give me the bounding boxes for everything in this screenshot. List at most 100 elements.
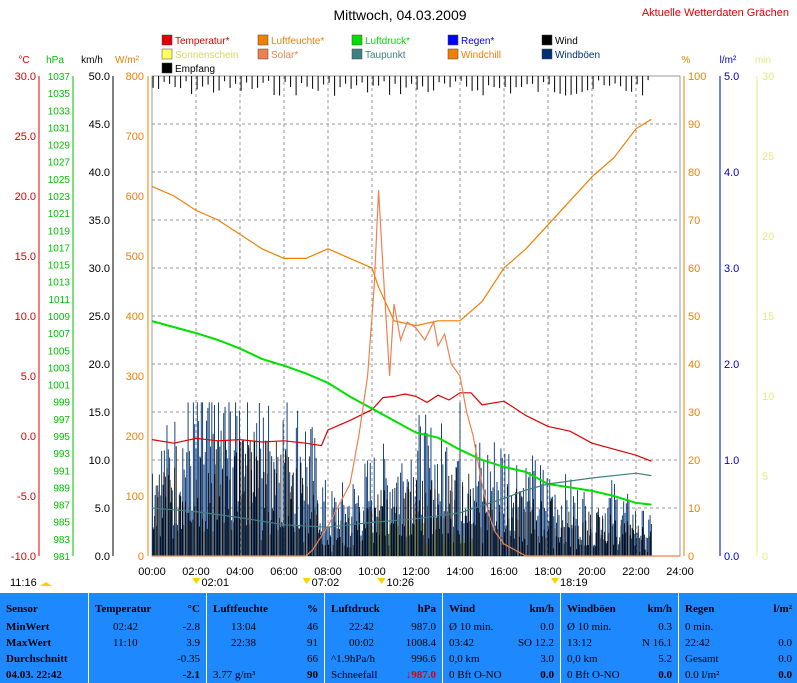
axis-tick-label-press: 1021 bbox=[48, 209, 71, 220]
axis-tick-label-wind: 20.0 bbox=[89, 359, 110, 371]
axis-tick-label-press: 987 bbox=[53, 501, 70, 512]
axis-tick-label-solar: 500 bbox=[126, 251, 144, 263]
stats-row: Gesamt 0.0 bbox=[685, 653, 792, 667]
axis-tick-label-press: 1007 bbox=[48, 329, 71, 340]
separator bbox=[442, 593, 443, 683]
sun-marker-icon bbox=[302, 578, 311, 584]
axis-tick-label-hum: 10 bbox=[688, 503, 700, 515]
legend-swatch bbox=[257, 48, 269, 60]
stats-column-header: Temperatur °C bbox=[95, 603, 200, 617]
axis-tick-label-hum: 60 bbox=[688, 263, 700, 275]
axis-tick-label-press: 999 bbox=[53, 398, 70, 409]
stats-cell-value: 3.9 bbox=[186, 637, 200, 649]
axis-tick-label-press: 1033 bbox=[48, 106, 71, 117]
axis-tick-label-wind: 0.0 bbox=[95, 551, 110, 563]
stats-row: 13:04 46 bbox=[213, 621, 318, 635]
sun-marker-icon bbox=[377, 578, 386, 584]
axis-tick-label-press: 1023 bbox=[48, 192, 71, 203]
separator bbox=[560, 593, 561, 683]
separator bbox=[324, 593, 325, 683]
legend-swatch bbox=[447, 34, 459, 46]
legend-label: Wind bbox=[555, 36, 578, 47]
legend-swatch bbox=[447, 48, 459, 60]
stats-cell-label: 22:42 bbox=[349, 621, 375, 633]
axis-tick-label-solar: 700 bbox=[126, 131, 144, 143]
series-line bbox=[151, 118, 652, 327]
stats-column-unit: km/h bbox=[529, 603, 554, 615]
legend-label: Taupunkt bbox=[365, 50, 406, 61]
stats-cell-value: 996.6 bbox=[411, 653, 436, 665]
axis-tick-label-temp: 0.0 bbox=[21, 431, 36, 443]
x-tick-label: 00:00 bbox=[138, 566, 166, 578]
legend-label: Temperatur* bbox=[175, 36, 230, 47]
axis-tick-label-wind: 45.0 bbox=[89, 119, 110, 131]
legend-swatch bbox=[161, 62, 173, 74]
stats-column-title: Windböen bbox=[567, 603, 616, 615]
x-tick-label: 10:00 bbox=[358, 566, 386, 578]
x-tick-label: 08:00 bbox=[314, 566, 342, 578]
legend-swatch bbox=[351, 34, 363, 46]
stats-cell-label: 03:42 bbox=[449, 637, 475, 649]
x-tick-label: 14:00 bbox=[446, 566, 474, 578]
stats-cell-label: Gesamt bbox=[685, 653, 719, 665]
data-series bbox=[151, 118, 680, 557]
x-tick-label: 24:00 bbox=[666, 566, 694, 578]
axis-tick-label-sun: 30 bbox=[762, 71, 774, 83]
station-link[interactable]: Aktuelle Wetterdaten Grächen bbox=[642, 7, 789, 19]
axis-tick-label-solar: 100 bbox=[126, 491, 144, 503]
axis-tick-label-solar: 200 bbox=[126, 431, 144, 443]
axis-title-sun: min bbox=[755, 55, 771, 66]
stats-cell-label: 0 min. bbox=[685, 621, 714, 633]
axis-tick-label-rain: 4.0 bbox=[724, 167, 739, 179]
axis-tick-label-sun: 20 bbox=[762, 231, 774, 243]
stats-row: ^1.9hPa/h 996.6 bbox=[331, 653, 436, 667]
axis-tick-label-temp: 5.0 bbox=[21, 371, 36, 383]
stats-row: Schneefall ↓987.0 bbox=[331, 669, 436, 683]
stats-cell-value: 90 bbox=[307, 669, 318, 681]
axis-tick-label-hum: 20 bbox=[688, 455, 700, 467]
stats-column-title: Temperatur bbox=[95, 603, 152, 615]
row-label-min: MinWert bbox=[6, 621, 50, 633]
axis-tick-label-press: 1017 bbox=[48, 243, 71, 254]
stats-cell-label: Schneefall bbox=[331, 669, 378, 681]
legend: Temperatur* Luftfeuchte* Luftdruck* Regen* W… bbox=[161, 34, 600, 75]
axis-tick-label-press: 1027 bbox=[48, 158, 71, 169]
stats-row: 0.0 l/m² 0.0 bbox=[685, 669, 792, 683]
axis-title-temp: °C bbox=[18, 55, 29, 66]
axis-tick-label-temp: -5.0 bbox=[17, 491, 36, 503]
legend-label: Windböen bbox=[555, 50, 600, 61]
axis-tick-label-wind: 50.0 bbox=[89, 71, 110, 83]
axis-tick-label-solar: 600 bbox=[126, 191, 144, 203]
axis-tick-label-wind: 30.0 bbox=[89, 263, 110, 275]
legend-swatch bbox=[541, 34, 553, 46]
axis-title-solar: W/m² bbox=[115, 55, 140, 66]
stats-column-title: Regen bbox=[685, 603, 715, 615]
axis-tick-label-temp: 30.0 bbox=[15, 71, 36, 83]
axis-tick-label-press: 1035 bbox=[48, 89, 71, 100]
series-line bbox=[151, 392, 652, 462]
stats-cell-value: SO 12.2 bbox=[517, 637, 554, 649]
axis-tick-label-press: 991 bbox=[53, 466, 70, 477]
stats-row: 02:42 -2.8 bbox=[95, 621, 200, 635]
stats-row: -2.1 bbox=[95, 669, 200, 683]
stats-cell-label: 00:02 bbox=[349, 637, 375, 649]
legend-swatch bbox=[351, 48, 363, 60]
stats-cell-value: 987.0 bbox=[411, 621, 436, 633]
stats-row: 03:42 SO 12.2 bbox=[449, 637, 554, 651]
axis-tick-label-wind: 15.0 bbox=[89, 407, 110, 419]
stats-row: 11:10 3.9 bbox=[95, 637, 200, 651]
grid bbox=[152, 76, 680, 556]
stats-cell-value: N 16.1 bbox=[642, 637, 672, 649]
axis-tick-label-solar: 300 bbox=[126, 371, 144, 383]
stats-cell-label: 0,0 km bbox=[567, 653, 598, 665]
stats-cell-value: 91 bbox=[307, 637, 318, 649]
axis-tick-label-press: 1019 bbox=[48, 226, 71, 237]
row-label-current: 04.03. 22:42 bbox=[6, 669, 62, 681]
stats-column-header: Luftdruck hPa bbox=[331, 603, 436, 617]
stats-column-unit: % bbox=[307, 603, 318, 615]
stats-label-column: Sensor MinWert MaxWert Durchschnitt 04.0… bbox=[0, 593, 88, 683]
legend-swatch bbox=[161, 48, 173, 60]
stats-column-header: Regen l/m² bbox=[685, 603, 792, 617]
axis-title-hum: % bbox=[682, 55, 691, 66]
stats-row: 22:42 0.0 bbox=[685, 637, 792, 651]
